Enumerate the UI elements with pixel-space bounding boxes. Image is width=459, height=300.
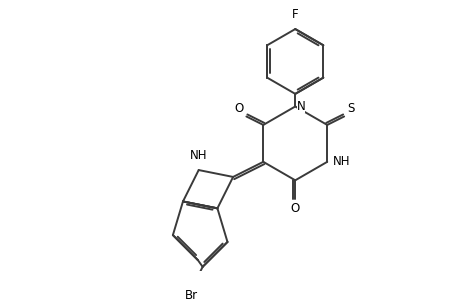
Text: NH: NH [190, 149, 207, 162]
Text: O: O [234, 102, 243, 115]
Text: O: O [290, 202, 299, 215]
Text: F: F [291, 8, 298, 21]
Text: NH: NH [332, 155, 349, 168]
Text: Br: Br [185, 289, 198, 300]
Text: N: N [296, 100, 305, 113]
Text: S: S [346, 102, 353, 115]
